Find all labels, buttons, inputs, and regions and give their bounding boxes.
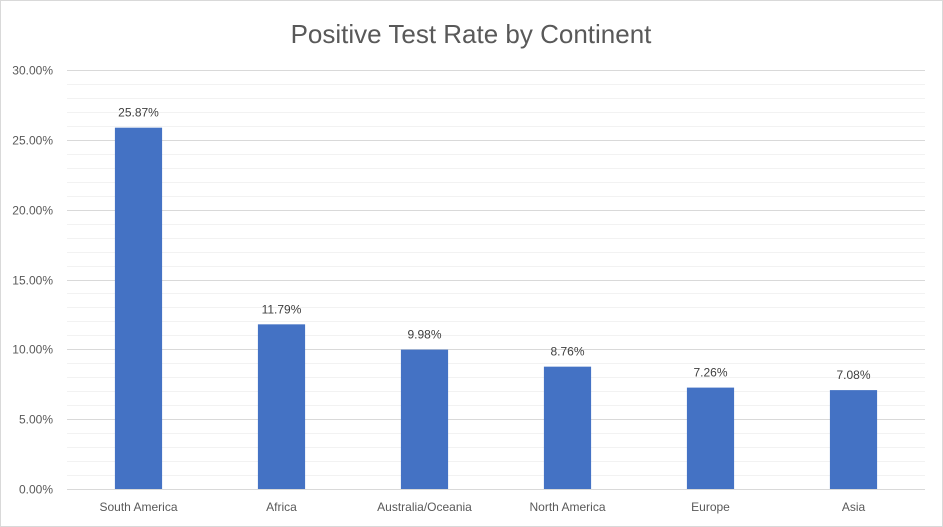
x-category-label: Africa	[266, 500, 297, 514]
y-axis-labels: 0.00% 5.00% 10.00% 15.00% 20.00% 25.00% 30.00%	[12, 64, 53, 497]
x-category-label: Asia	[842, 500, 866, 514]
y-tick-label: 0.00%	[19, 483, 53, 497]
x-category-label: North America	[529, 500, 605, 514]
data-label: 25.87%	[118, 106, 159, 120]
x-axis-labels: South America Africa Australia/Oceania Nort…	[99, 500, 865, 514]
y-tick-label: 10.00%	[12, 343, 53, 357]
x-category-label: South America	[99, 500, 177, 514]
y-tick-label: 20.00%	[12, 204, 53, 218]
bar	[543, 366, 592, 489]
bar	[686, 387, 735, 489]
data-label: 7.08%	[836, 368, 870, 382]
data-label: 11.79%	[262, 302, 302, 316]
y-tick-label: 5.00%	[19, 413, 53, 427]
y-tick-label: 15.00%	[12, 274, 53, 288]
data-label: 9.98%	[407, 328, 441, 342]
chart-title: Positive Test Rate by Continent	[291, 19, 653, 49]
y-tick-label: 25.00%	[12, 134, 53, 148]
y-tick-label: 30.00%	[12, 64, 53, 78]
bar	[829, 390, 878, 489]
data-labels: 25.87% 11.79% 9.98% 8.76% 7.26% 7.08%	[118, 106, 871, 382]
x-category-label: Australia/Oceania	[377, 500, 472, 514]
data-label: 8.76%	[550, 345, 584, 359]
x-category-label: Europe	[691, 500, 730, 514]
bar	[400, 349, 449, 489]
bar	[114, 127, 163, 489]
data-label: 7.26%	[693, 366, 727, 380]
bars	[114, 127, 878, 489]
gridlines	[67, 70, 925, 490]
bar	[257, 324, 306, 489]
